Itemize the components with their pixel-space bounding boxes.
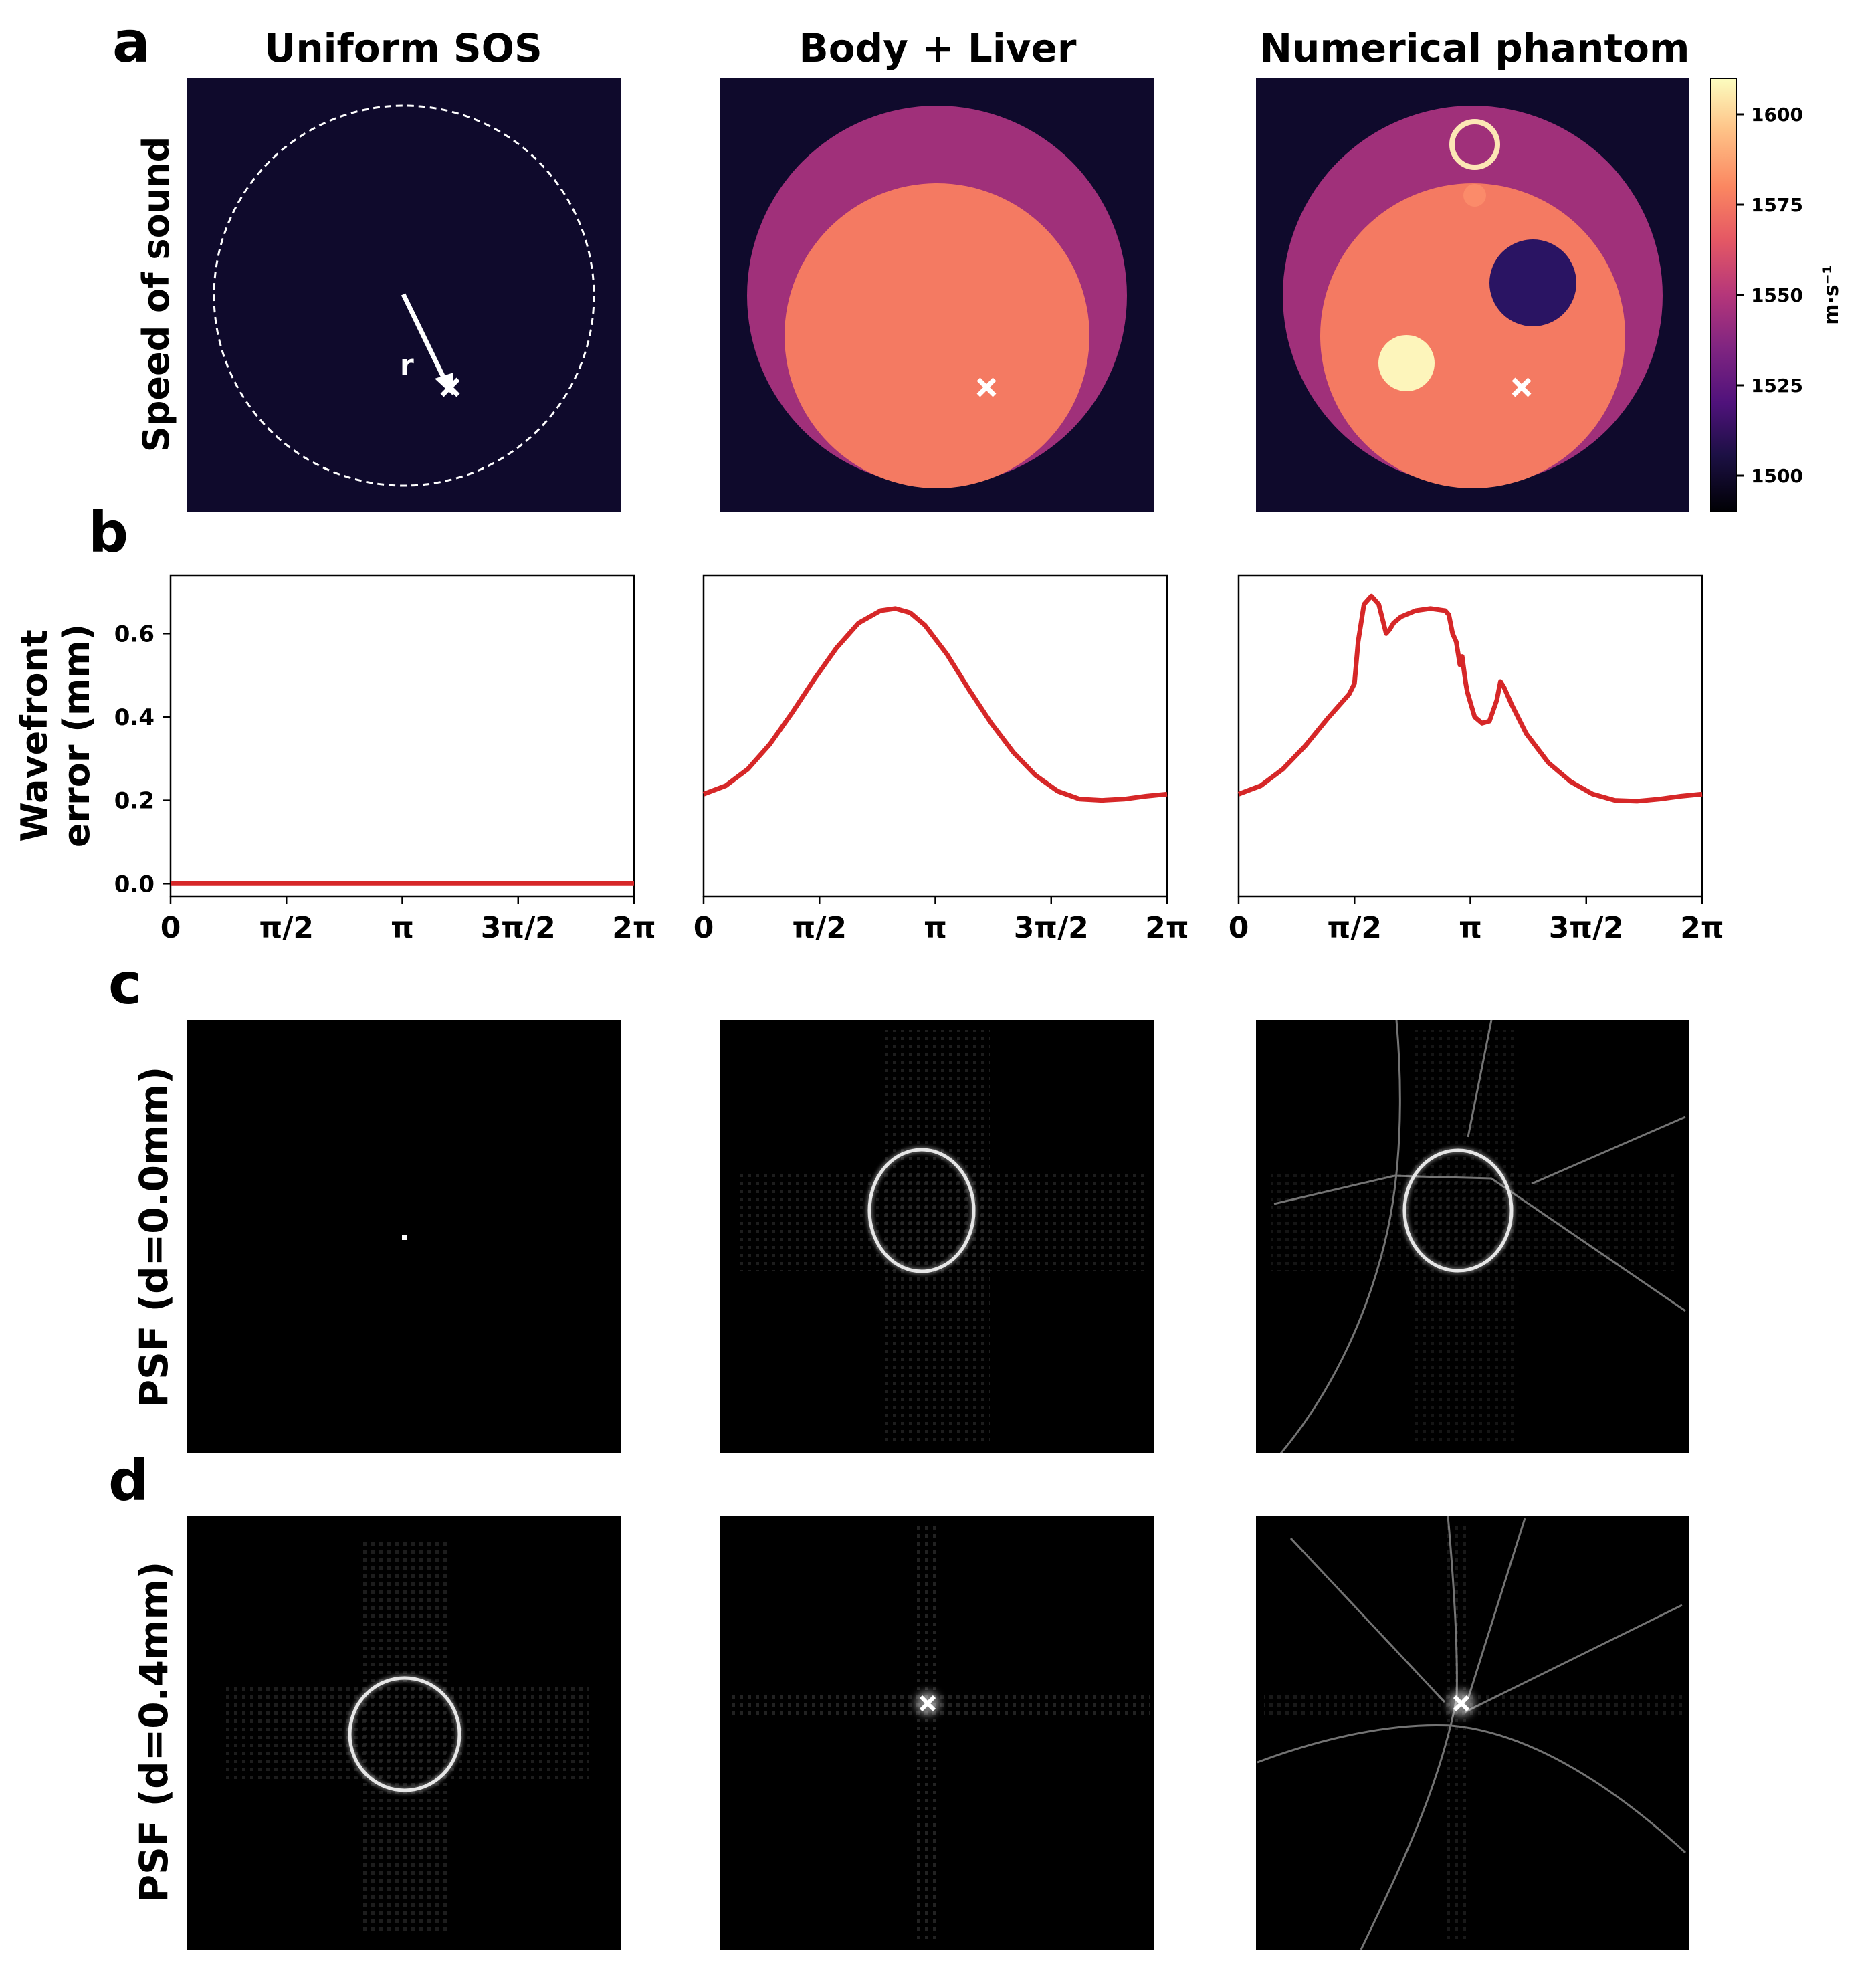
x-tick-label: 2π — [1145, 911, 1188, 945]
plot-frame — [169, 574, 635, 898]
psf-d04-phantom — [1256, 1516, 1689, 1950]
sos-map-body-liver — [720, 78, 1154, 512]
target-marker — [976, 377, 997, 397]
psf-streaks — [1273, 1020, 1686, 1453]
psf-sidelobe-vertical — [915, 1525, 940, 1940]
ring-inclusion — [1449, 119, 1500, 170]
psf-point — [402, 1235, 407, 1240]
low-sos-lesion — [1489, 239, 1576, 326]
wavefront-plot-1: 0 π/2 π 3π/2 2π 0.0 0.2 0.4 0.6 — [114, 574, 656, 945]
radius-label: r — [400, 348, 414, 381]
psf-sidelobe-vertical — [883, 1030, 990, 1445]
psf-d0-phantom — [1256, 1020, 1689, 1453]
psf-d04-uniform — [187, 1516, 621, 1950]
psf-focus — [919, 1695, 936, 1712]
wavefront-error-line — [702, 606, 1168, 803]
colorbar-tick-label: 1550 — [1751, 284, 1803, 306]
x-tick-label: π/2 — [1328, 911, 1382, 945]
psf-d04-body-liver — [720, 1516, 1154, 1950]
x-tick-label: 3π/2 — [1014, 911, 1089, 945]
x-tick-label: 3π/2 — [481, 911, 556, 945]
x-tick-label: 0 — [161, 911, 181, 945]
liver-region — [1320, 183, 1625, 488]
aperture-circle — [213, 104, 595, 487]
psf-d0-uniform — [187, 1020, 621, 1453]
psf-ring — [867, 1148, 976, 1273]
column-title-phantom: Numerical phantom — [1260, 25, 1690, 71]
row-label-speed-of-sound: Speed of sound — [135, 136, 177, 452]
x-tick-label: π/2 — [259, 911, 314, 945]
row-label-wavefront-line2: error (mm) — [56, 624, 98, 847]
row-label-psf-d04: PSF (d=0.4mm) — [131, 1562, 177, 1903]
liver-region — [785, 183, 1089, 488]
wavefront-plot-3: 0 π/2 π 3π/2 2π — [1229, 574, 1724, 945]
psf-ring — [1402, 1148, 1514, 1273]
x-tick-label: π/2 — [793, 911, 847, 945]
y-tick-label: 0.6 — [114, 621, 154, 647]
plot-frame — [702, 574, 1168, 898]
radius-arrow — [401, 293, 448, 383]
y-tick-label: 0.2 — [114, 788, 154, 815]
colorbar-unit: m·s⁻¹ — [1820, 265, 1843, 325]
colorbar-tick-label: 1575 — [1751, 194, 1803, 216]
psf-sidelobe-horizontal — [1264, 1691, 1685, 1715]
x-tick-label: π — [924, 911, 947, 945]
x-tick-label: 3π/2 — [1549, 911, 1624, 945]
sos-map-uniform: r — [187, 78, 621, 512]
wavefront-plot-2: 0 π/2 π 3π/2 2π — [694, 574, 1189, 945]
small-inclusion — [1463, 184, 1486, 207]
row-label-wavefront-line1: Wavefront — [13, 629, 56, 841]
x-tick-label: π — [391, 911, 414, 945]
y-tick-label: 0.0 — [114, 871, 154, 898]
panel-letter-d: d — [108, 1448, 148, 1514]
colorbar-tick-label: 1600 — [1751, 104, 1803, 126]
sos-map-phantom — [1256, 78, 1689, 512]
x-tick-label: 0 — [1229, 911, 1249, 945]
x-tick-label: 0 — [694, 911, 714, 945]
y-tick-label: 0.4 — [114, 704, 154, 731]
column-title-body-liver: Body + Liver — [799, 25, 1077, 71]
psf-d0-body-liver — [720, 1020, 1154, 1453]
x-tick-label: π — [1459, 911, 1482, 945]
panel-letter-c: c — [108, 951, 142, 1017]
x-tick-label: 2π — [1680, 911, 1724, 945]
target-marker — [1512, 377, 1532, 397]
wavefront-error-line — [1237, 593, 1703, 804]
psf-sidelobe-vertical — [361, 1538, 448, 1933]
panel-letter-b: b — [88, 500, 128, 565]
plot-frame — [1237, 574, 1703, 898]
column-title-uniform: Uniform SOS — [264, 25, 542, 71]
x-tick-label: 2π — [612, 911, 655, 945]
wavefront-error-plots: 0 π/2 π 3π/2 2π 0.0 0.2 0.4 0.6 0 π/2 π 3π/2 2π 0 π/2 π 3… — [114, 574, 1724, 945]
psf-ring — [348, 1676, 461, 1792]
colorbar-tick-label: 1500 — [1751, 465, 1803, 487]
target-marker — [440, 377, 460, 397]
row-label-psf-d0: PSF (d=0.0mm) — [131, 1067, 177, 1409]
high-sos-lesion — [1378, 335, 1435, 391]
colorbar: 1500 1525 1550 1575 1600 m·s⁻¹ — [1710, 78, 1843, 512]
psf-sidelobe-vertical — [1411, 1030, 1518, 1445]
colorbar-tick-label: 1525 — [1751, 375, 1803, 397]
panel-letter-a: a — [112, 9, 150, 75]
psf-focus — [1453, 1695, 1470, 1712]
